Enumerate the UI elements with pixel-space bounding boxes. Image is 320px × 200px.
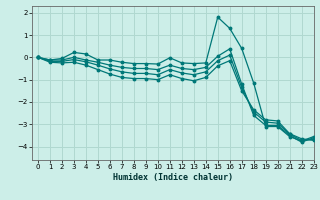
X-axis label: Humidex (Indice chaleur): Humidex (Indice chaleur)	[113, 173, 233, 182]
